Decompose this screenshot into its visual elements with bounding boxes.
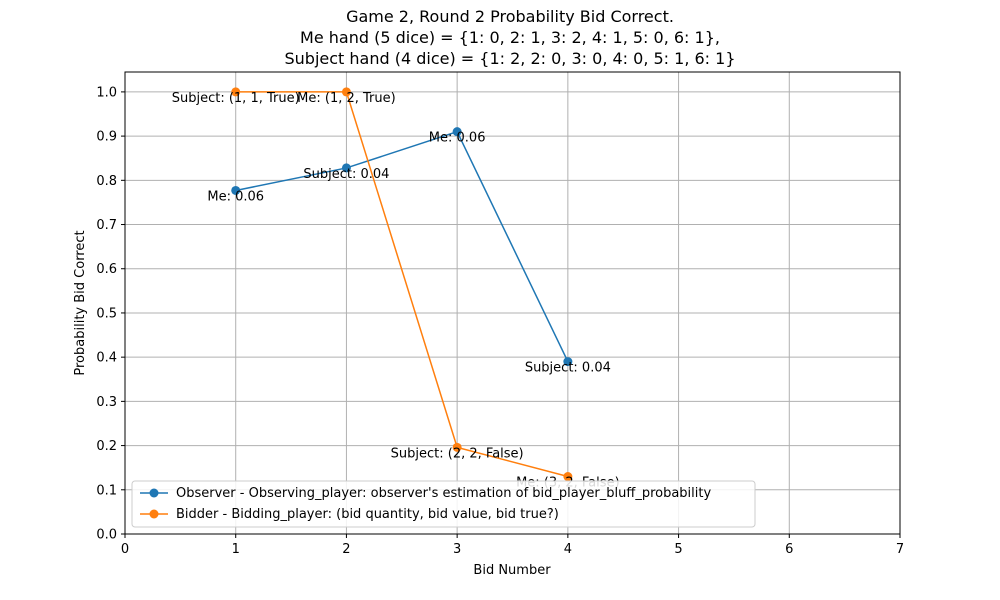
data-series xyxy=(231,87,573,482)
x-tick-label: 6 xyxy=(785,542,793,557)
legend-marker-observer xyxy=(149,488,159,498)
y-tick-label: 0.2 xyxy=(96,439,117,454)
chart-title-line-2: Me hand (5 dice) = {1: 0, 2: 1, 3: 2, 4:… xyxy=(300,28,720,47)
observer-series-line xyxy=(235,130,569,362)
y-tick-label: 0.5 xyxy=(96,306,117,321)
bidder-data-point xyxy=(341,87,351,97)
x-axis-ticks: 0 1 2 3 4 5 6 7 xyxy=(121,534,904,557)
chart-title-line-3: Subject hand (4 dice) = {1: 2, 2: 0, 3: … xyxy=(284,49,735,68)
y-tick-label: 0.7 xyxy=(96,218,117,233)
observer-data-label: Subject: 0.04 xyxy=(525,361,611,376)
bidder-data-point xyxy=(452,442,462,452)
chart-title: Game 2, Round 2 Probability Bid Correct.… xyxy=(284,7,735,68)
bidder-data-point xyxy=(563,472,573,482)
legend-label-bidder: Bidder - Bidding_player: (bid quantity, … xyxy=(176,507,559,522)
x-axis-label: Bid Number xyxy=(473,563,551,578)
y-tick-label: 0.9 xyxy=(96,130,117,145)
observer-data-label: Me: 0.06 xyxy=(429,131,486,146)
plot-area-frame xyxy=(124,71,901,535)
bidder-data-label: Subject: (2, 2, False) xyxy=(391,446,524,461)
bidder-data-label: Subject: (1, 1, True) xyxy=(172,91,300,106)
observer-data-point xyxy=(341,163,351,173)
y-tick-label: 0.0 xyxy=(96,528,117,543)
y-tick-label: 1.0 xyxy=(96,85,117,100)
x-tick-label: 5 xyxy=(674,542,682,557)
legend-label-observer: Observer - Observing_player: observer's … xyxy=(176,486,711,501)
x-tick-label: 0 xyxy=(121,542,129,557)
y-tick-label: 0.8 xyxy=(96,174,117,189)
observer-data-point xyxy=(231,185,241,195)
x-tick-label: 1 xyxy=(232,542,240,557)
bidder-data-label: Me: (1, 2, True) xyxy=(297,91,396,106)
y-tick-label: 0.3 xyxy=(96,395,117,410)
legend-box xyxy=(131,480,756,528)
legend: Observer - Observing_player: observer's … xyxy=(131,480,756,528)
bidder-series-line xyxy=(235,91,569,478)
chart-title-line-1: Game 2, Round 2 Probability Bid Correct. xyxy=(346,7,674,26)
x-tick-label: 7 xyxy=(896,542,904,557)
y-tick-label: 0.6 xyxy=(96,262,117,277)
observer-data-label: Subject: 0.04 xyxy=(303,167,389,182)
y-tick-label: 0.1 xyxy=(96,483,117,498)
observer-data-point xyxy=(563,357,573,367)
legend-marker-bidder xyxy=(149,509,159,519)
x-tick-label: 4 xyxy=(564,542,572,557)
observer-data-point xyxy=(452,127,462,137)
x-tick-label: 3 xyxy=(453,542,461,557)
y-axis-ticks: 0.0 0.1 0.2 0.3 0.4 0.5 0.6 0.7 0.8 0.9 1.0 xyxy=(96,85,125,543)
x-tick-label: 2 xyxy=(342,542,350,557)
y-axis-label: Probability Bid Correct xyxy=(73,230,88,375)
observer-data-label: Me: 0.06 xyxy=(207,189,264,204)
y-tick-label: 0.4 xyxy=(96,351,117,366)
bidder-data-point xyxy=(231,87,241,97)
